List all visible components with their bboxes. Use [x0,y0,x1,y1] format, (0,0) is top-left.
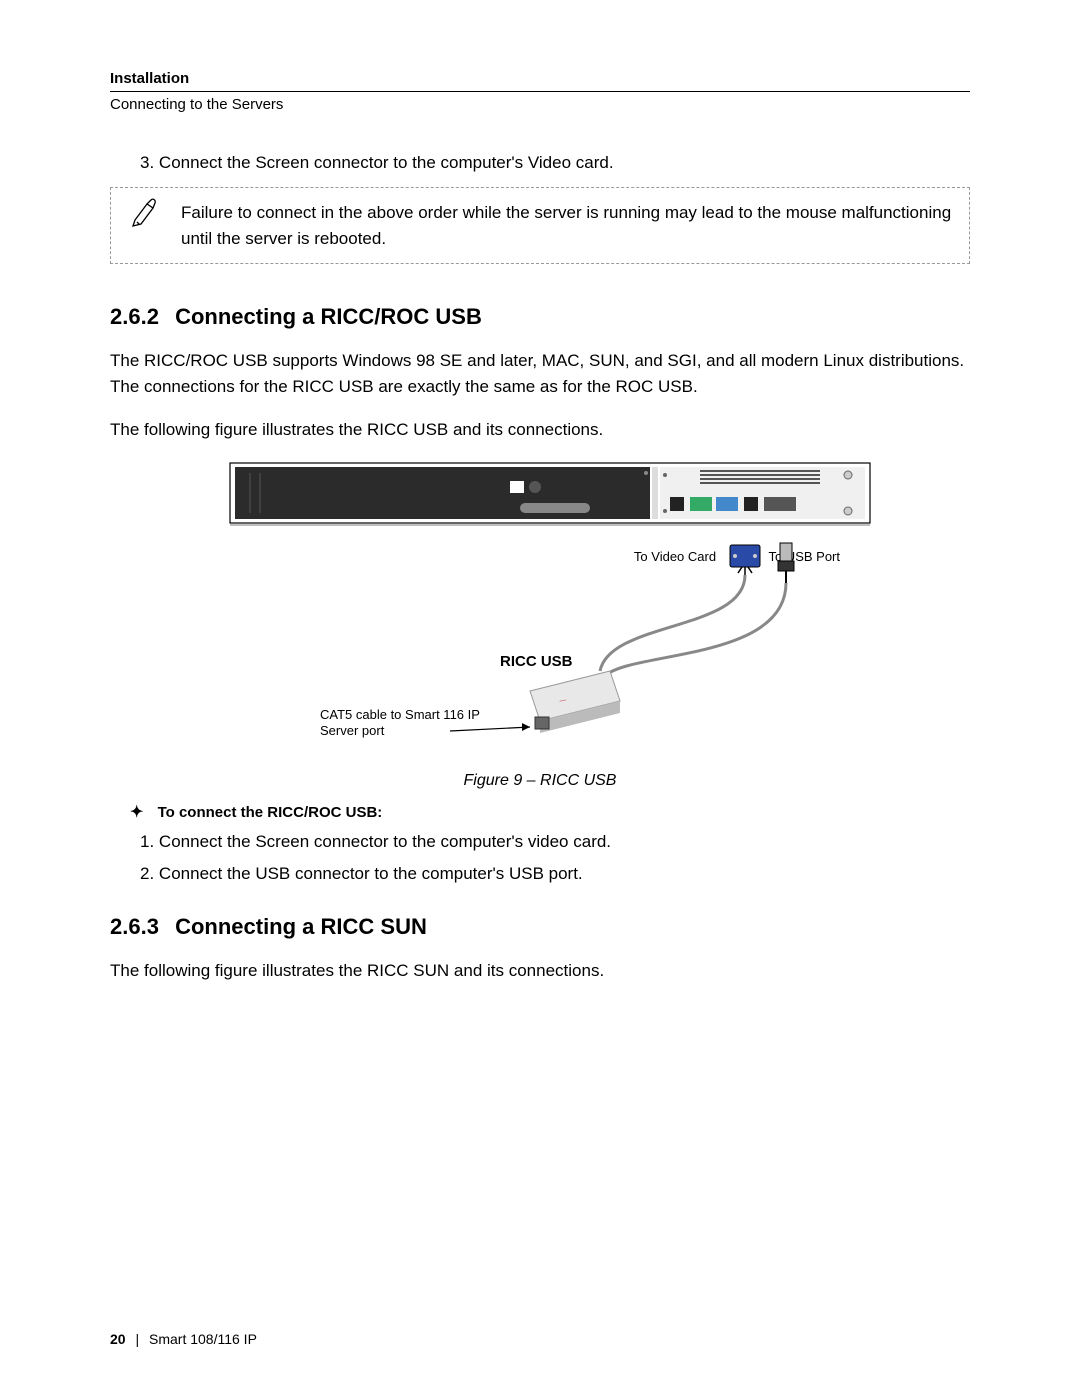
step-1-num: 1. [140,832,154,851]
page-footer: 20 | Smart 108/116 IP [110,1331,257,1347]
ricc-device-icon: — [530,671,620,733]
header-section: Installation [110,70,970,87]
label-cat5-line2: Server port [320,723,385,738]
header-subtitle: Connecting to the Servers [110,91,970,113]
section-262-para1: The RICC/ROC USB supports Windows 98 SE … [110,348,970,399]
procedure-step-1: 1. Connect the Screen connector to the c… [140,832,970,852]
step-2-num: 2. [140,864,154,883]
label-cat5-line1: CAT5 cable to Smart 116 IP [320,707,480,722]
note-icon [129,194,163,240]
section-262-title: Connecting a RICC/ROC USB [175,304,482,329]
label-to-video: To Video Card [634,549,716,564]
list-text: Connect the Screen connector to the comp… [159,153,614,172]
arrow-line [450,727,530,731]
arrow-head-icon [522,723,530,731]
footer-sep: | [135,1331,139,1347]
list-num: 3. [140,153,154,172]
section-263-para: The following figure illustrates the RIC… [110,958,970,984]
label-ricc-usb: RICC USB [500,653,573,670]
cable-usb [605,583,786,676]
section-262-heading: 2.6.2 Connecting a RICC/ROC USB [110,304,970,330]
list-item-3: 3. Connect the Screen connector to the c… [140,153,970,173]
footer-doc-title: Smart 108/116 IP [149,1331,257,1347]
procedure-step-2: 2. Connect the USB connector to the comp… [140,864,970,884]
figure-9-caption: Figure 9 – RICC USB [110,772,970,790]
step-2-text: Connect the USB connector to the compute… [159,864,583,883]
figure-9: To Video Card To USB Port RICC USB [110,461,970,766]
svg-text:—: — [559,696,567,704]
step-1-text: Connect the Screen connector to the comp… [159,832,611,851]
note-text: Failure to connect in the above order wh… [181,203,951,248]
section-262-para2: The following figure illustrates the RIC… [110,417,970,443]
usb-connector-icon [778,543,794,583]
vga-connector-icon [730,545,760,575]
note-box: Failure to connect in the above order wh… [110,187,970,264]
section-263-heading: 2.6.3 Connecting a RICC SUN [110,914,970,940]
procedure-lead-text: To connect the RICC/ROC USB: [158,804,383,821]
section-263-title: Connecting a RICC SUN [175,914,427,939]
section-262-num: 2.6.2 [110,304,159,329]
figure-svg: To Video Card To USB Port RICC USB [200,461,880,761]
page-number: 20 [110,1331,126,1347]
procedure-lead: ✦ To connect the RICC/ROC USB: [130,802,970,822]
section-263-num: 2.6.3 [110,914,159,939]
arrow-icon: ✦ [130,804,143,821]
